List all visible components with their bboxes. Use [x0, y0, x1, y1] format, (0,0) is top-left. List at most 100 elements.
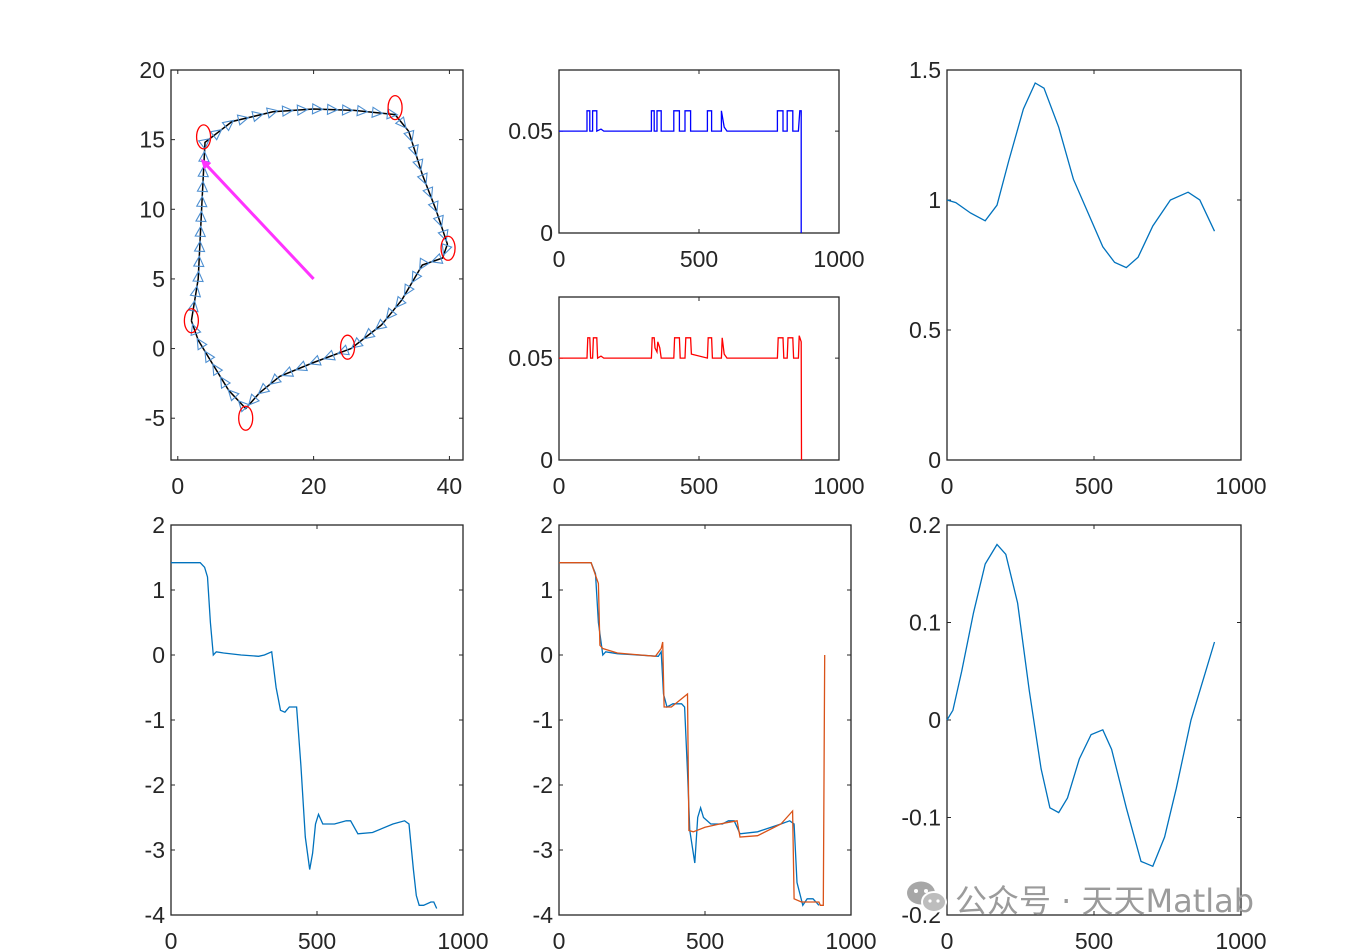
x-tick-label: 0 — [171, 473, 184, 499]
heading-marker — [403, 129, 415, 143]
heading-marker — [403, 283, 415, 297]
heading-marker — [394, 116, 407, 129]
y-tick-label: 15 — [139, 127, 165, 153]
subplot-2-blue-signal: 0 500 1000 0 0.05 — [508, 69, 865, 272]
series-line — [559, 335, 803, 461]
series-line — [946, 543, 1216, 868]
heading-marker — [441, 243, 453, 257]
x-tick-label: 0 — [553, 928, 566, 951]
y-tick-label: -0.1 — [901, 805, 941, 831]
x-tick-label: 1000 — [437, 928, 488, 951]
heading-marker — [192, 270, 204, 283]
waypoint-circle — [195, 124, 212, 150]
y-tick-label: 0.5 — [909, 317, 941, 343]
heading-marker — [189, 284, 202, 298]
y-tick-label: 0.05 — [508, 345, 553, 371]
y-tick-label: 0 — [928, 447, 941, 473]
heading-marker — [187, 299, 199, 313]
heading-marker — [326, 103, 339, 116]
y-tick-label: 0.2 — [909, 512, 941, 538]
heading-marker — [221, 119, 235, 132]
heading-marker — [407, 144, 419, 158]
heading-marker — [422, 186, 434, 200]
heading-marker — [336, 344, 350, 356]
axes-frame — [170, 524, 464, 916]
y-tick-label: 0 — [540, 642, 553, 668]
series-line — [946, 82, 1216, 269]
x-tick-label: 500 — [680, 473, 718, 499]
y-tick-label: 0.1 — [909, 610, 941, 636]
y-tick-label: 10 — [139, 196, 165, 222]
y-tick-label: -1 — [533, 707, 553, 733]
heading-marker — [308, 354, 322, 366]
x-tick-label: 1000 — [813, 246, 864, 272]
y-tick-label: 1 — [152, 577, 165, 603]
subplot-5-steps: 0 500 1000 -4 -3 -2 -1 0 1 2 — [145, 512, 489, 951]
heading-marker — [386, 107, 399, 120]
heading-marker — [227, 388, 240, 402]
subplot-4-curve: 0 500 1000 0 0.5 1 1.5 — [909, 57, 1267, 499]
y-tick-label: 1 — [928, 187, 941, 213]
x-tick-label: 0 — [553, 246, 566, 272]
heading-marker — [385, 307, 398, 321]
x-tick-label: 0 — [941, 928, 954, 951]
x-tick-label: 500 — [298, 928, 336, 951]
heading-marker — [427, 200, 439, 214]
heading-marker — [411, 270, 423, 284]
axes-frame — [946, 69, 1242, 461]
heading-marker — [341, 104, 354, 116]
heading-marker — [257, 382, 271, 395]
y-tick-label: 5 — [152, 266, 165, 292]
heading-marker — [430, 252, 444, 264]
heading-marker — [209, 128, 223, 141]
waypoint-circle — [183, 308, 200, 334]
heading-marker — [432, 214, 444, 228]
heading-marker — [197, 165, 210, 178]
watermark-text: 公众号 · 天天Matlab — [955, 882, 1255, 920]
y-tick-label: -1 — [145, 707, 165, 733]
y-tick-label: 0 — [152, 642, 165, 668]
heading-marker — [204, 350, 216, 364]
heading-marker — [193, 240, 206, 253]
x-tick-label: 500 — [686, 928, 724, 951]
axes-frame — [558, 524, 852, 916]
x-tick-label: 1000 — [813, 473, 864, 499]
y-tick-label: -4 — [145, 902, 166, 928]
heading-marker — [192, 255, 205, 268]
y-tick-label: 0 — [928, 707, 941, 733]
x-tick-label: 500 — [1075, 928, 1113, 951]
y-tick-label: 0.05 — [508, 118, 553, 144]
heading-marker — [236, 114, 250, 126]
y-tick-label: -2 — [145, 772, 165, 798]
heading-marker — [437, 228, 449, 242]
subplot-7-oscillation: 0 500 1000-0.2-0.100.10.2 — [901, 512, 1266, 951]
series-line — [559, 562, 826, 906]
x-tick-label: 40 — [437, 473, 463, 499]
y-tick-label: -3 — [533, 837, 553, 863]
series-line — [559, 562, 820, 907]
x-tick-label: 0 — [941, 473, 954, 499]
x-tick-label: 0 — [553, 473, 566, 499]
heading-marker — [195, 210, 207, 223]
x-tick-label: 1000 — [1215, 473, 1266, 499]
heading-marker — [197, 137, 211, 150]
waypoint-circle — [238, 405, 254, 431]
x-tick-label: 500 — [1075, 473, 1113, 499]
heading-marker — [356, 104, 369, 117]
y-tick-label: -4 — [533, 902, 554, 928]
series-line — [171, 562, 438, 909]
heading-marker — [269, 373, 283, 386]
waypoint-circle — [440, 235, 456, 261]
heading-marker — [212, 363, 224, 377]
y-tick-label: 0 — [540, 447, 553, 473]
heading-marker — [196, 180, 209, 193]
heading-marker — [219, 375, 232, 390]
heading-marker — [194, 225, 207, 238]
x-tick-label: 0 — [165, 928, 178, 951]
axes-frame — [558, 69, 840, 234]
waypoint-circle — [387, 94, 403, 121]
heading-marker — [195, 195, 208, 208]
heading-marker — [311, 103, 324, 115]
x-tick-label: 500 — [680, 246, 718, 272]
